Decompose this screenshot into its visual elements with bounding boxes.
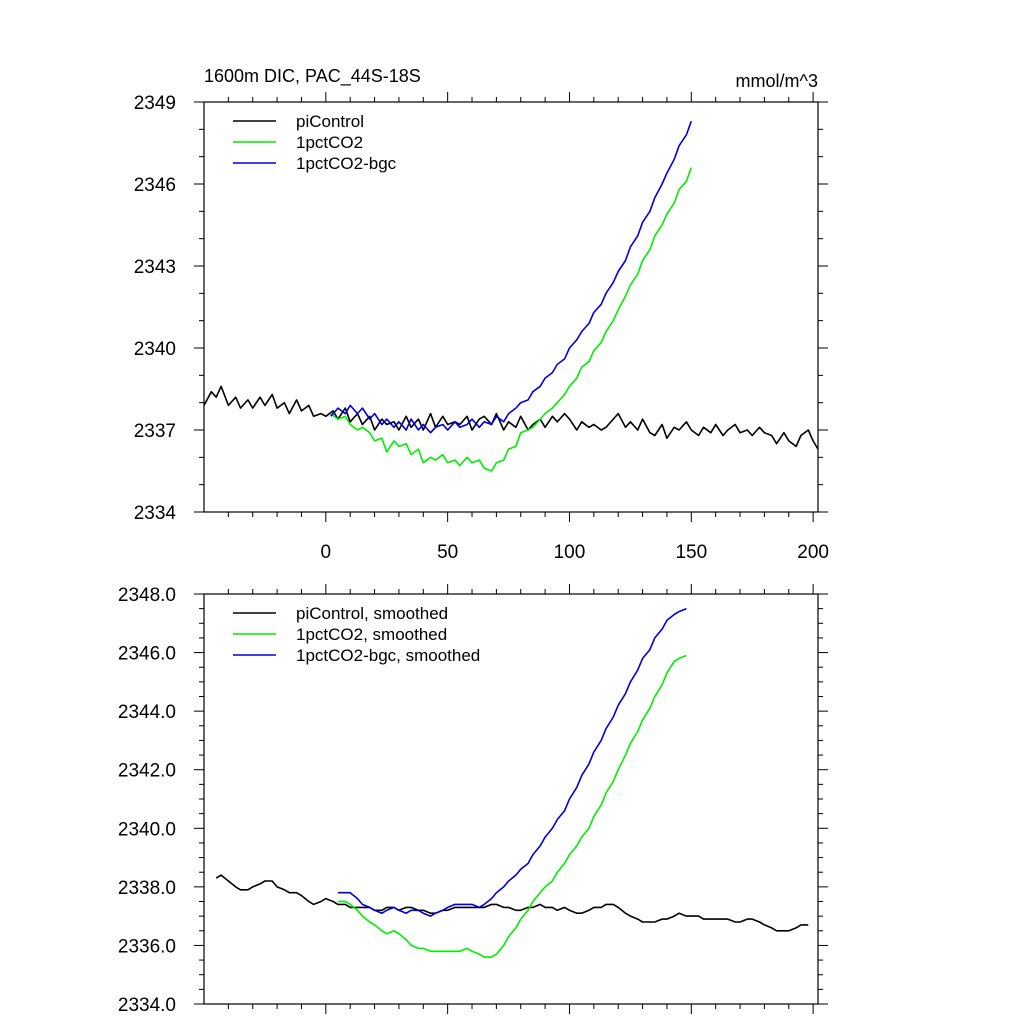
- bottom-series-1pctCO2: [338, 654, 687, 958]
- bottom-y-tick-label: 2344.0: [118, 702, 176, 723]
- bottom-series-group: [215, 607, 809, 958]
- top-plot-frame: [203, 101, 819, 513]
- bottom-y-tick-label: 2336.0: [118, 936, 176, 957]
- top-x-tick-label: 0: [321, 542, 332, 563]
- top-legend: piControl 1pctCO2 1pctCO2-bgc: [233, 112, 397, 173]
- top-series-piControl: [203, 385, 819, 450]
- bottom-y-tick-label: 2334.0: [118, 995, 176, 1016]
- bottom-series-1pctCO2-bgc: [338, 607, 687, 917]
- bottom-chart: 2334.0 2336.0 2338.0 2340.0 2342.0 2344.0 2346…: [118, 584, 828, 1016]
- top-y-tick-label: 2337: [134, 421, 176, 442]
- top-chart-units: mmol/m^3: [736, 71, 818, 91]
- bottom-y-tick-label: 2338.0: [118, 878, 176, 899]
- bottom-y-tick-label: 2340.0: [118, 819, 176, 840]
- bottom-y-tick-label: 2348.0: [118, 585, 176, 606]
- top-x-tick-label: 100: [554, 542, 586, 563]
- top-chart-title: 1600m DIC, PAC_44S-18S: [204, 66, 421, 87]
- bottom-axes-ticks: 2334.0 2336.0 2338.0 2340.0 2342.0 2344.0 2346…: [118, 584, 828, 1016]
- top-axes-ticks: 0 50 100 150 200 2334 2337 2340 2343 2346 2349: [134, 92, 829, 563]
- top-series-group: [203, 120, 819, 472]
- top-legend-label: 1pctCO2: [296, 133, 363, 152]
- top-legend-label: 1pctCO2-bgc: [296, 154, 397, 173]
- top-x-tick-label: 200: [797, 542, 829, 563]
- top-series-1pctCO2: [330, 167, 693, 472]
- bottom-y-tick-label: 2342.0: [118, 761, 176, 782]
- top-y-tick-label: 2340: [134, 339, 176, 360]
- bottom-legend-label: piControl, smoothed: [296, 604, 448, 623]
- bottom-series-piControl: [215, 874, 809, 932]
- top-x-tick-label: 50: [437, 542, 458, 563]
- top-y-tick-label: 2349: [134, 93, 176, 114]
- top-x-tick-label: 150: [675, 542, 707, 563]
- top-chart: 1600m DIC, PAC_44S-18S mmol/m^3 0 50 100 15…: [134, 66, 829, 563]
- bottom-legend-label: 1pctCO2-bgc, smoothed: [296, 646, 480, 665]
- top-y-tick-label: 2346: [134, 175, 176, 196]
- bottom-legend: piControl, smoothed 1pctCO2, smoothed 1pct…: [233, 604, 480, 665]
- top-y-tick-label: 2343: [134, 257, 176, 278]
- top-legend-label: piControl: [296, 112, 364, 131]
- top-series-1pctCO2-bgc: [330, 120, 693, 434]
- bottom-y-tick-label: 2346.0: [118, 644, 176, 665]
- top-y-tick-label: 2334: [134, 503, 177, 524]
- bottom-legend-label: 1pctCO2, smoothed: [296, 625, 447, 644]
